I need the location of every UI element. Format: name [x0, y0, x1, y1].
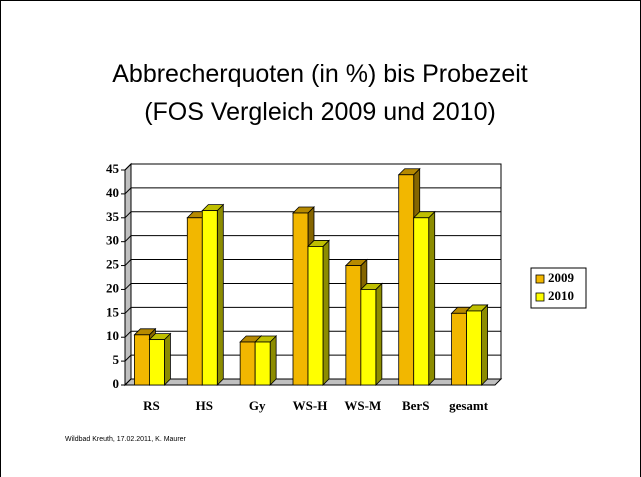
grid-line [124, 259, 501, 266]
bar-side [375, 282, 383, 386]
x-tick-label: Gy [249, 398, 266, 413]
chart-title: Abbrecherquoten (in %) bis Probezeit [112, 60, 528, 88]
y-tick-label: 5 [113, 352, 120, 367]
y-tick-label: 40 [106, 185, 119, 200]
x-tick-label: WS-H [293, 398, 328, 413]
bar-side [322, 239, 330, 386]
bar-side [216, 203, 224, 386]
grid-line [124, 235, 501, 243]
bar-side [428, 210, 436, 386]
x-tick-label: gesamt [449, 398, 489, 413]
bar [307, 239, 330, 386]
grid-line [124, 187, 501, 195]
y-tick-label: 30 [106, 233, 119, 248]
bar [254, 335, 278, 386]
x-tick-label: HS [196, 398, 213, 413]
bar-front [413, 217, 430, 386]
bar-front [398, 174, 415, 386]
bar-front [451, 312, 467, 386]
y-tick-label: 45 [106, 161, 120, 176]
x-tick-label: WS-M [344, 398, 381, 413]
legend-label: 2010 [548, 288, 574, 303]
bar-front [292, 212, 309, 386]
bar [359, 282, 383, 386]
y-tick-label: 35 [106, 209, 120, 224]
y-tick-label: 25 [106, 257, 120, 272]
bar-front [239, 341, 256, 386]
y-tick-label: 15 [106, 304, 120, 319]
x-tick-label: RS [143, 398, 160, 413]
bar-front [134, 334, 150, 386]
grid-line [124, 211, 501, 219]
bar-front [149, 339, 165, 386]
bar [201, 203, 225, 386]
bar-front [360, 289, 377, 386]
grid-line [124, 163, 501, 171]
bar [148, 332, 172, 386]
chart-subtitle: (FOS Vergleich 2009 und 2010) [144, 98, 496, 126]
bar-front [186, 217, 203, 386]
bar-front [345, 265, 362, 386]
bar-front [254, 341, 271, 386]
bar-front [466, 310, 482, 386]
legend-swatch [535, 292, 545, 302]
legend-label: 2009 [548, 270, 575, 285]
bar-front [307, 246, 324, 386]
bar-side [269, 335, 277, 386]
legend-swatch [535, 274, 545, 284]
y-tick-label: 10 [106, 328, 119, 343]
bar-side [481, 303, 488, 386]
bar [465, 303, 489, 386]
bar-side [164, 332, 171, 386]
y-tick-label: 20 [106, 280, 119, 295]
bar-front [201, 210, 218, 386]
footer: Wildbad Kreuth, 17.02.2011, K. Maurer [65, 436, 187, 443]
x-tick-label: BerS [402, 398, 429, 413]
side-wall [124, 162, 132, 387]
y-tick-label: 0 [113, 376, 120, 391]
bar [412, 210, 436, 386]
